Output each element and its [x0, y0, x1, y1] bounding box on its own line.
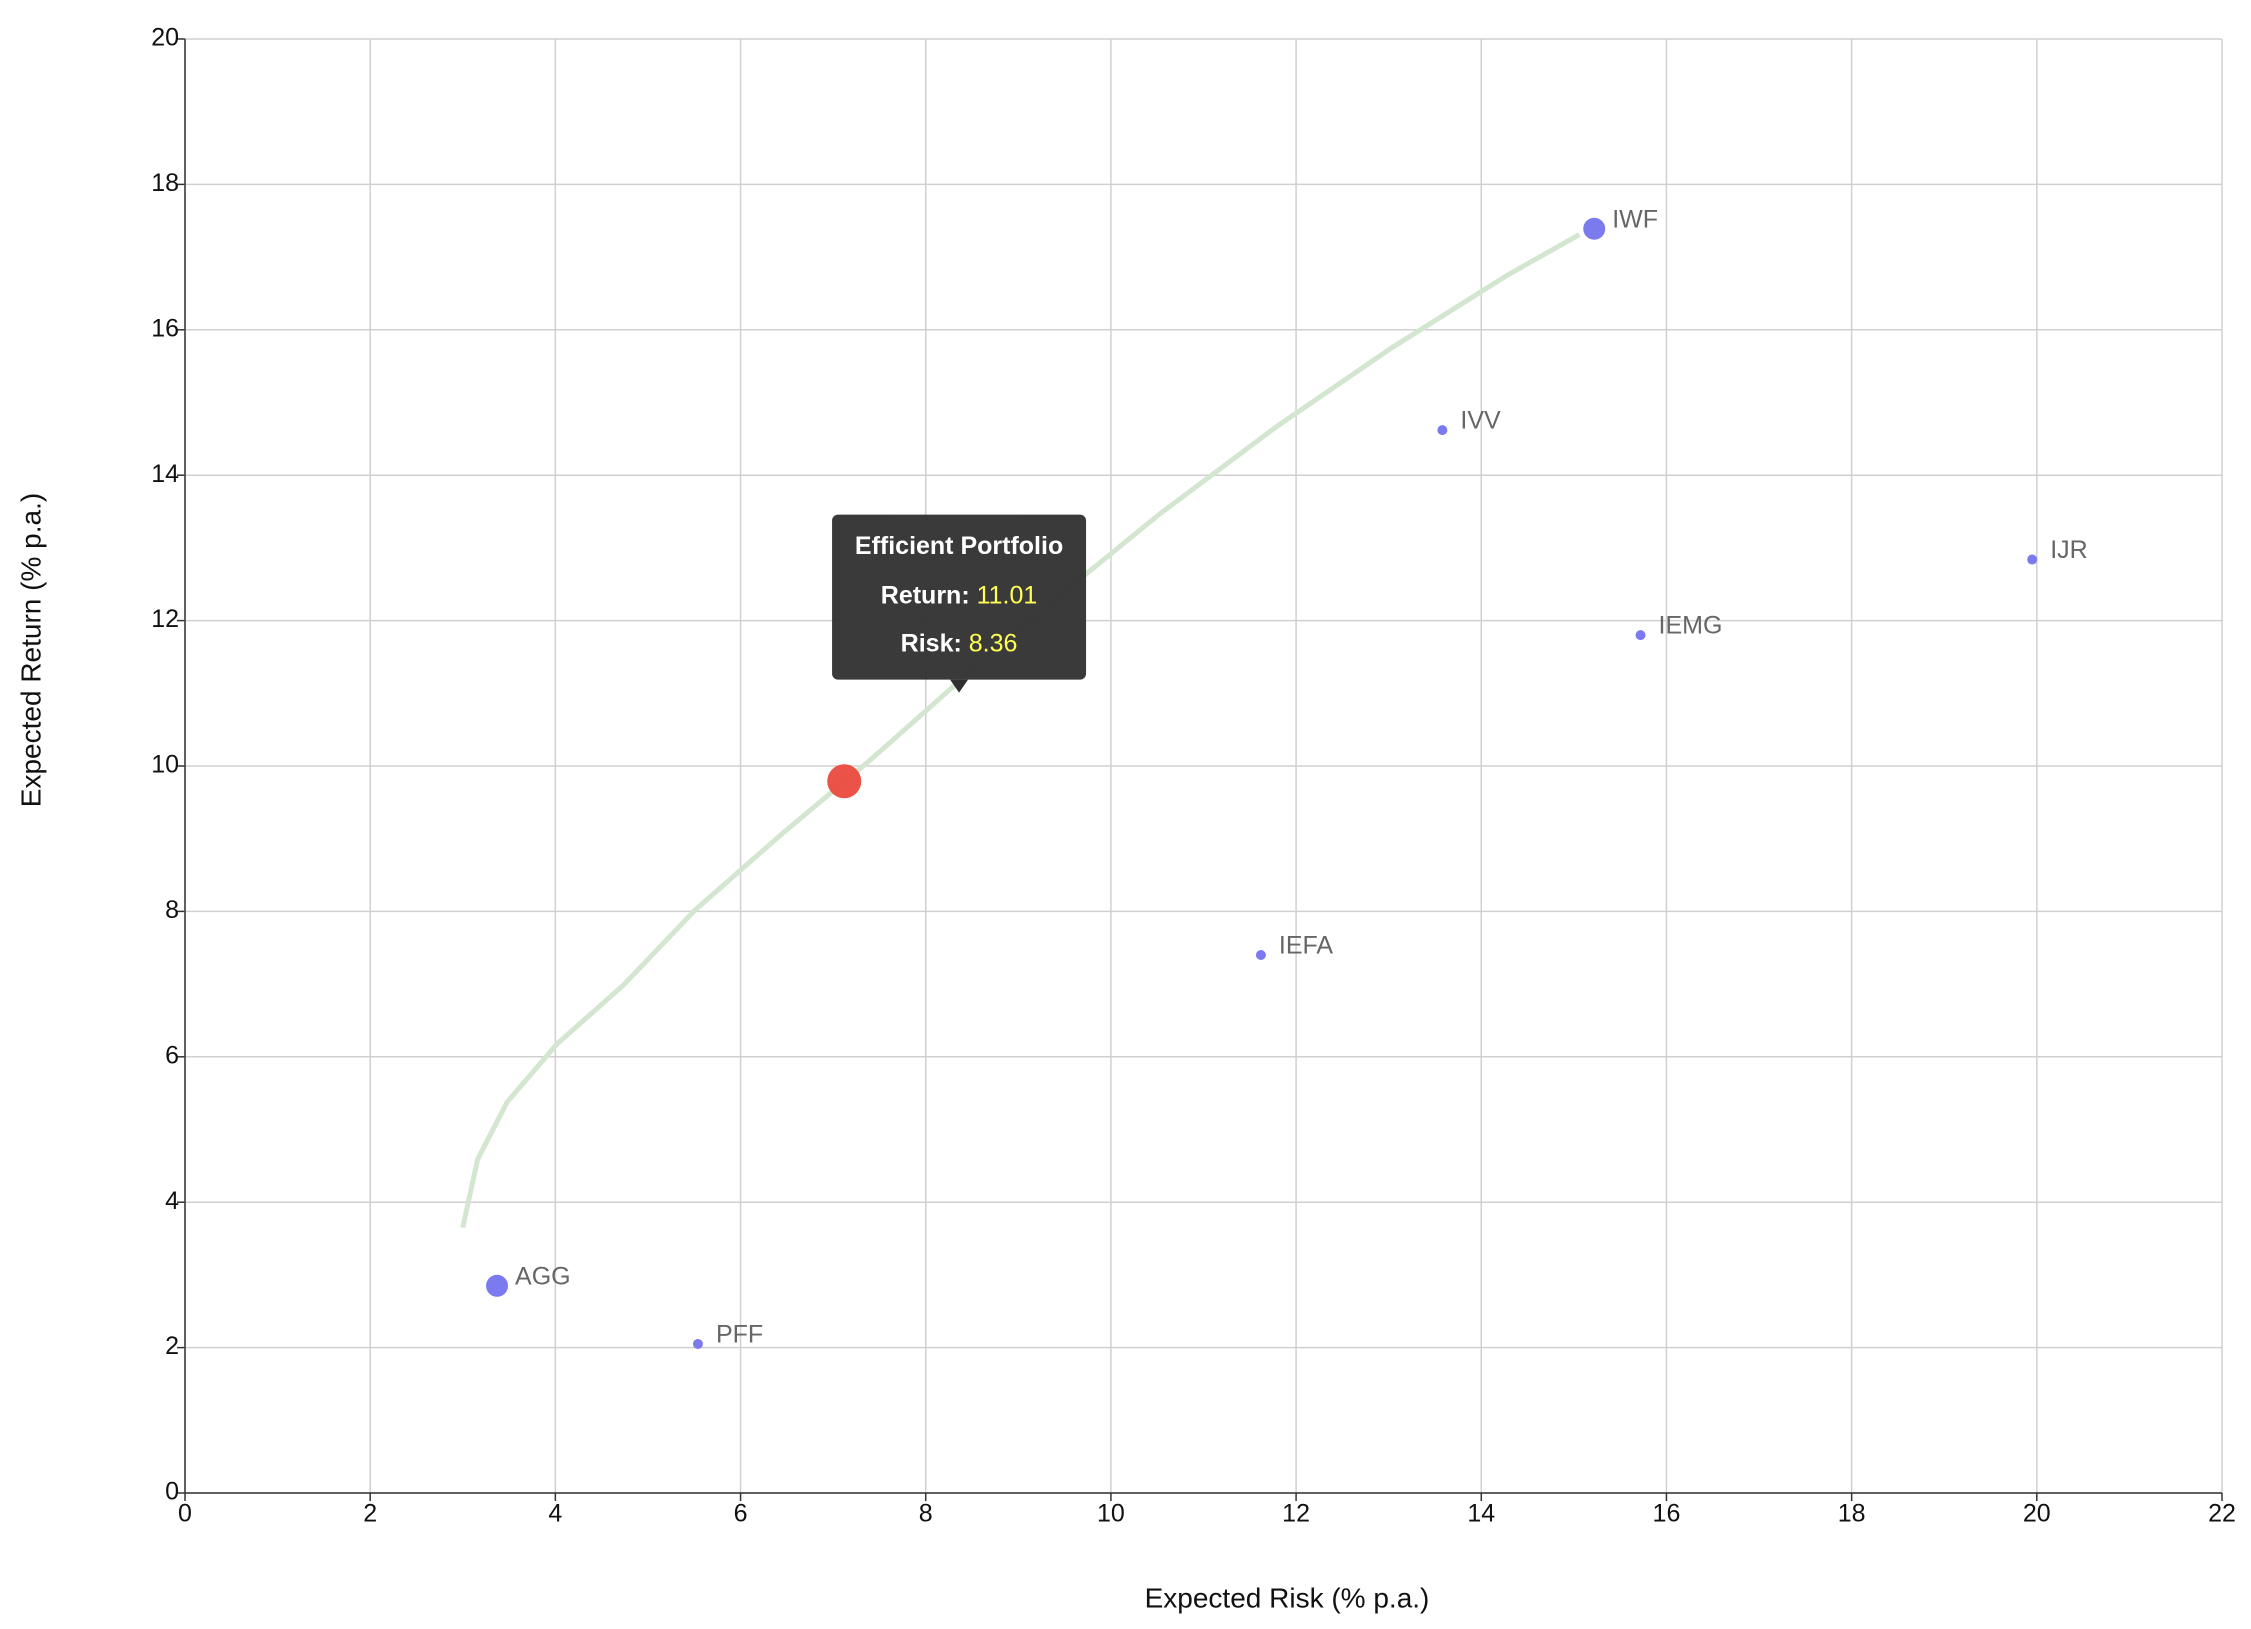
asset-label: IEFA	[1279, 932, 1334, 960]
tooltip-risk-label: Risk:	[901, 629, 962, 657]
asset-point	[1635, 630, 1646, 641]
portfolio-point	[827, 764, 862, 799]
y-tick-label: 20	[151, 24, 179, 52]
asset-label: PFF	[716, 1321, 763, 1349]
y-tick-label: 16	[151, 314, 179, 342]
tooltip: Efficient Portfolio Return: 11.01 Risk: 8.…	[832, 514, 1087, 693]
tooltip-box	[832, 514, 1087, 680]
x-tick-label: 18	[1838, 1500, 1866, 1528]
y-tick-label: 10	[151, 751, 179, 779]
y-axis-label: Expected Return (% p.a.)	[15, 493, 46, 807]
y-tick-label: 12	[151, 605, 179, 633]
x-tick-label: 20	[2023, 1500, 2051, 1528]
asset-label: IVV	[1460, 407, 1501, 435]
x-tick-label: 12	[1282, 1500, 1310, 1528]
tooltip-return-value: 11.01	[977, 581, 1038, 609]
asset-point	[1437, 425, 1448, 436]
x-tick-label: 0	[178, 1500, 192, 1528]
x-tick-label: 6	[734, 1500, 748, 1528]
y-tick-label: 14	[151, 460, 179, 488]
x-tick-label: 16	[1653, 1500, 1681, 1528]
tooltip-return: Return: 11.01	[881, 581, 1038, 609]
x-tick-label: 2	[363, 1500, 377, 1528]
x-tick-label: 8	[919, 1500, 933, 1528]
asset-label: AGG	[515, 1262, 571, 1290]
y-tick-label: 2	[165, 1332, 179, 1360]
tooltip-risk-value: 8.36	[969, 629, 1018, 657]
frontier-line	[460, 232, 1581, 1229]
y-tick-label: 18	[151, 169, 179, 197]
y-tick-label: 8	[165, 896, 179, 924]
y-tick-label: 0	[165, 1478, 179, 1506]
asset-label: IEMG	[1659, 612, 1723, 640]
tooltip-risk: Risk: 8.36	[901, 629, 1018, 657]
asset-label: IWF	[1612, 205, 1658, 233]
x-tick-label: 10	[1097, 1500, 1125, 1528]
tooltip-arrow	[950, 679, 969, 693]
x-tick-label: 22	[2208, 1500, 2236, 1528]
y-tick-label: 4	[165, 1187, 179, 1215]
asset-point	[2027, 554, 2038, 565]
asset-label: IJR	[2050, 536, 2088, 564]
tooltip-return-label: Return:	[881, 581, 970, 609]
asset-point	[692, 1338, 703, 1349]
x-axis-label: Expected Risk (% p.a.)	[1145, 1582, 1430, 1613]
tooltip-title: Efficient Portfolio	[855, 532, 1063, 560]
asset-point	[1583, 217, 1606, 240]
x-tick-label: 14	[1467, 1500, 1495, 1528]
y-tick-label: 6	[165, 1041, 179, 1069]
asset-point	[1255, 950, 1266, 961]
asset-point	[486, 1274, 509, 1297]
x-tick-label: 4	[548, 1500, 562, 1528]
